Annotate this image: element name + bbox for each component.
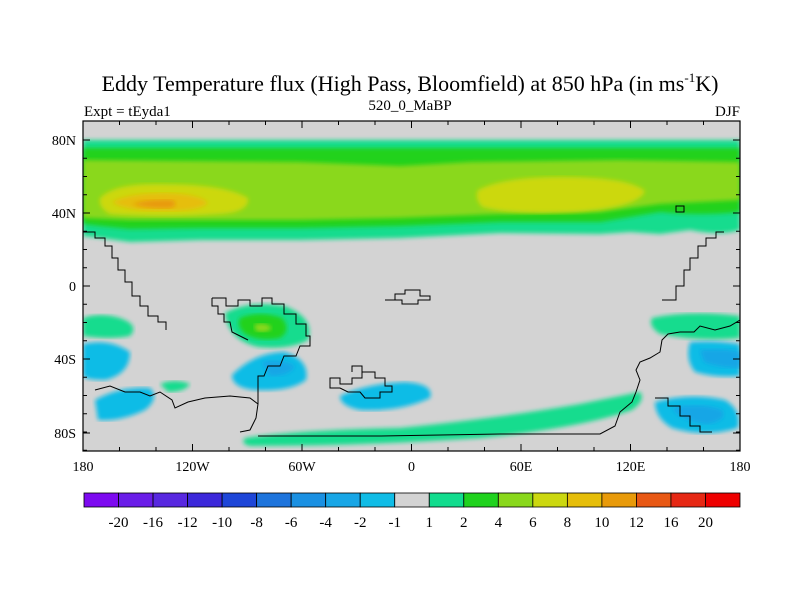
colorbar-swatch: [256, 492, 292, 508]
sh-neg-west: [83, 342, 130, 380]
colorbar-swatch: [187, 492, 223, 508]
colorbar-swatch: [670, 492, 706, 508]
colorbar-label: 12: [629, 515, 644, 531]
lat-tick-label: 0: [69, 280, 76, 295]
longitude-axis: 180 120W 60W 0 60E 120E 180: [73, 121, 751, 475]
coastline-africa: [385, 289, 431, 305]
coastline-antarctica: [94, 385, 259, 409]
lon-tick-label: 120E: [616, 460, 646, 475]
lon-tick-label: 60W: [288, 460, 316, 475]
lon-tick-label: 60E: [510, 460, 533, 475]
sh-neg-atlantic: [340, 382, 431, 411]
colorbar-swatch: [497, 492, 534, 508]
coastline-australia-like: [662, 231, 724, 301]
sh-pos-band: [243, 392, 642, 446]
coastline-antarctica-inlet: [351, 365, 363, 372]
colorbar-swatch: [601, 492, 637, 508]
colorbar-label: 4: [495, 515, 503, 531]
coastline-antarctica-shelf: [258, 319, 740, 437]
colorbar-label: -12: [178, 515, 198, 531]
tropic-patch-center-inner: [254, 323, 272, 332]
colorbar-swatch: [118, 492, 154, 508]
coastline-antarctica-penins: [329, 371, 393, 399]
colorbar-swatch: [428, 492, 465, 508]
colorbar-swatch: [566, 492, 603, 508]
lon-tick-label: 120W: [175, 460, 210, 475]
sh-neg-center-inner: [262, 360, 295, 376]
colorbar-swatch: [532, 492, 568, 508]
colorbar-label: -8: [250, 515, 263, 531]
colorbar-swatch: [359, 492, 396, 508]
colorbar-swatch: [325, 492, 361, 508]
colorbar: -20 -16 -12 -10 -8 -6 -4 -2 -1 1 2 4 6 8 10 12 16 20: [83, 492, 741, 531]
latitude-axis: 80N 40N 0 40S 80S: [52, 134, 740, 451]
map-field: [83, 121, 740, 451]
colorbar-label: 16: [663, 515, 679, 531]
colorbar-swatch: [221, 492, 258, 508]
colorbar-label: 20: [698, 515, 713, 531]
colorbar-label: 6: [529, 515, 537, 531]
plot-title: Eddy Temperature flux (High Pass, Bloomf…: [102, 70, 719, 96]
colorbar-swatch: [705, 492, 741, 508]
colorbar-label: 10: [594, 515, 609, 531]
lat-tick-label: 80N: [52, 134, 76, 149]
coastlines: [83, 205, 740, 437]
coastline-south-america: [212, 297, 311, 433]
colorbar-label: -2: [354, 515, 367, 531]
colorbar-label: -10: [212, 515, 232, 531]
colorbar-swatch: [463, 492, 499, 508]
colorbar-label: 1: [426, 515, 434, 531]
sh-pos-small: [160, 381, 190, 392]
colorbar-swatch: [83, 492, 119, 508]
lat-tick-label: 40N: [52, 207, 76, 222]
colorbar-label: -20: [109, 515, 129, 531]
lat-tick-label: 40S: [54, 353, 76, 368]
colorbar-label: -16: [143, 515, 163, 531]
experiment-label: Expt = tEyda1: [84, 104, 171, 120]
colorbar-label: 2: [460, 515, 468, 531]
colorbar-label: -1: [388, 515, 401, 531]
coastline-east-island: [675, 205, 685, 213]
lon-tick-label: 0: [408, 460, 415, 475]
nh-pacific-max-inner: [132, 199, 176, 209]
lon-tick-label: 180: [73, 460, 94, 475]
period-label: 520_0_MaBP: [368, 98, 451, 114]
colorbar-swatch: [152, 492, 188, 508]
coastline-south-america-west: [211, 298, 249, 341]
colorbar-label: -4: [319, 515, 332, 531]
sh-neg-west-lower: [95, 387, 154, 421]
colorbar-swatch: [290, 492, 327, 508]
coastline-east-south: [655, 397, 712, 433]
season-label: DJF: [715, 104, 740, 120]
sh-neg-east-inner: [700, 349, 740, 368]
sh-neg-east-lower-inner: [672, 405, 724, 424]
colorbar-label: 8: [564, 515, 572, 531]
colorbar-label: -6: [285, 515, 298, 531]
colorbar-swatch: [636, 492, 672, 508]
lat-tick-label: 80S: [54, 427, 76, 442]
lon-tick-label: 180: [730, 460, 751, 475]
coastline-north-america: [83, 231, 167, 330]
nh-atlantic-max: [476, 176, 645, 213]
tropic-patch-west: [83, 315, 134, 338]
colorbar-swatch: [394, 492, 430, 508]
